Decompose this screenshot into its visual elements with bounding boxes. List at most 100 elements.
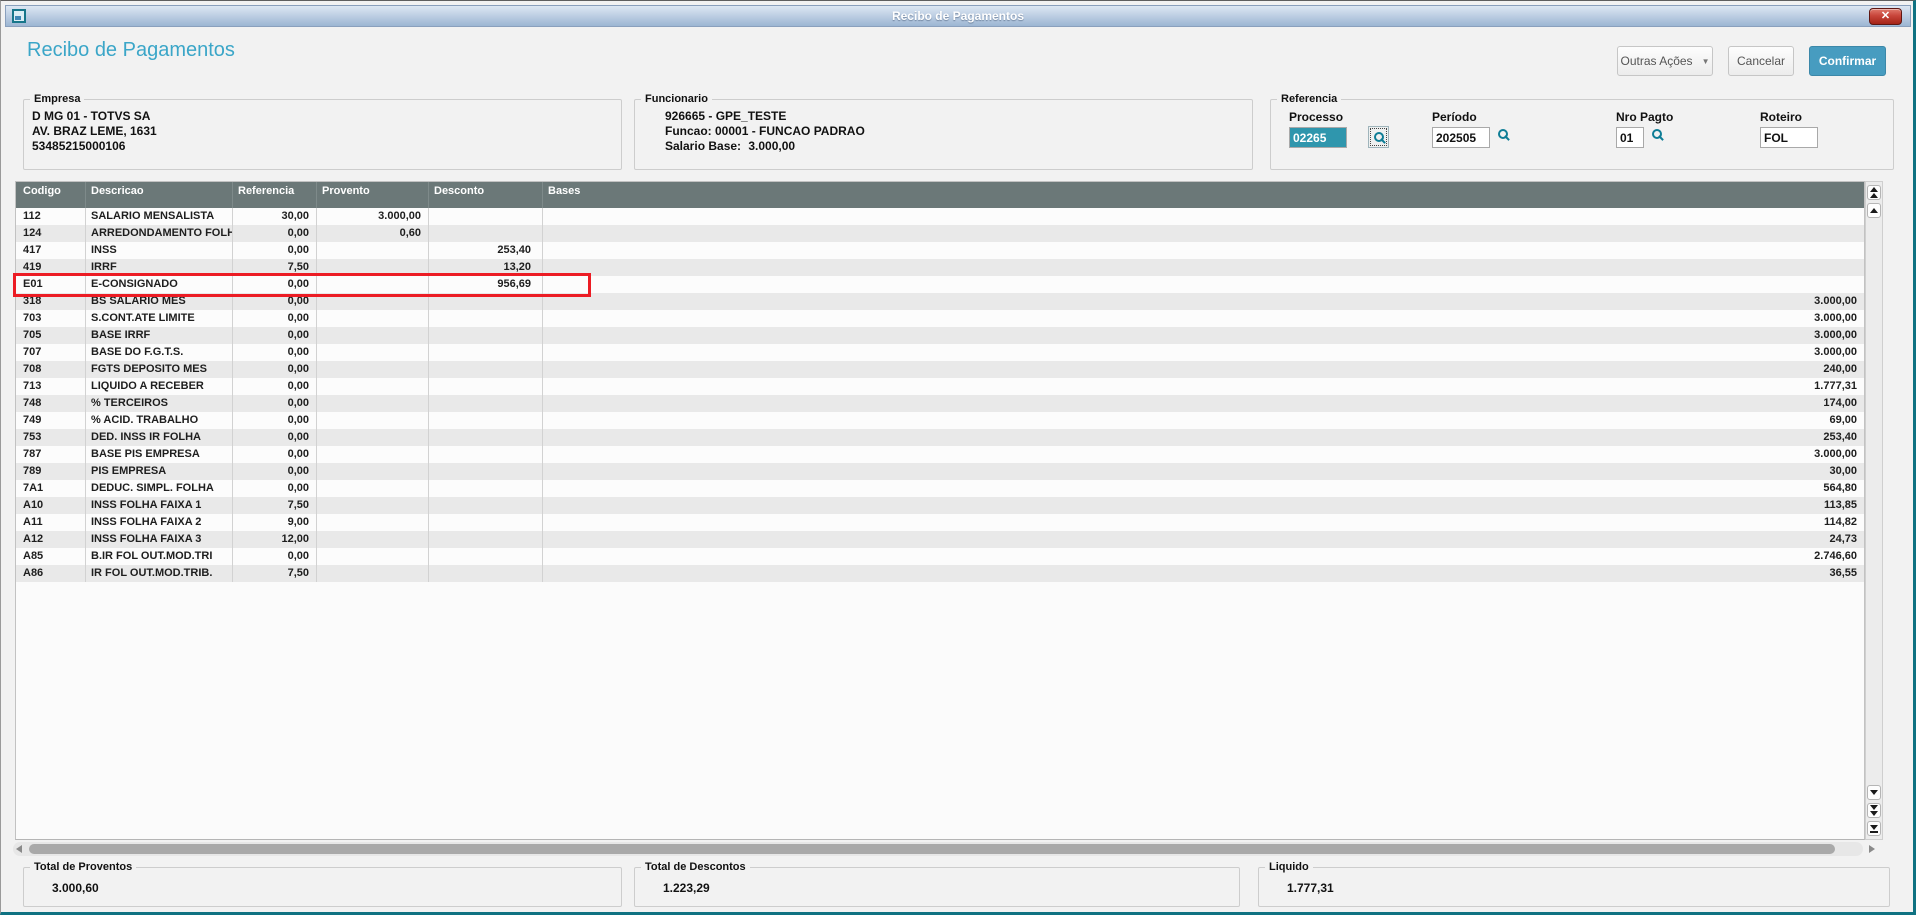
scroll-up-button[interactable]: [1867, 203, 1881, 218]
cell-referencia: 0,00: [233, 310, 317, 327]
cell-bases: 3.000,00: [1814, 346, 1857, 358]
grid-row-748[interactable]: 748% TERCEIROS 0,00 174,00: [16, 395, 1864, 412]
grid-row-417[interactable]: 417 INSS 0,00 253,40: [16, 242, 1864, 259]
cell-codigo: 789: [16, 463, 86, 480]
cell-descricao: B.IR FOL OUT.MOD.TRI: [86, 548, 233, 565]
grid-header: Codigo Descricao Referencia Provento Des…: [16, 182, 1864, 208]
cell-bases: 174,00: [1823, 397, 1857, 409]
grid-row-318[interactable]: 318 BS SALARIO MES 0,00 3.000,00: [16, 293, 1864, 310]
cell-codigo: 124: [16, 225, 86, 242]
cell-desconto: [429, 548, 543, 565]
cell-desconto: [429, 208, 543, 225]
cell-provento: [317, 242, 429, 259]
cell-provento: [317, 446, 429, 463]
vertical-scrollbar[interactable]: [1865, 181, 1883, 840]
scroll-right-arrow[interactable]: [1869, 845, 1875, 853]
outras-acoes-button[interactable]: Outras Ações ▼: [1617, 46, 1713, 76]
scroll-left-arrow[interactable]: [16, 845, 22, 853]
total-proventos-value: 3.000,60: [52, 881, 99, 895]
cell-bases: [543, 225, 1864, 242]
grid-row-124[interactable]: 124 ARREDONDAMENTO FOLH 0,00 0,60: [16, 225, 1864, 242]
grid-row-A85[interactable]: A85 B.IR FOL OUT.MOD.TRI 0,00 2.746,60: [16, 548, 1864, 565]
cell-desconto: 253,40: [429, 242, 543, 259]
grid-row-753[interactable]: 753 DED. INSS IR FOLHA 0,00 253,40: [16, 429, 1864, 446]
cell-codigo: A12: [16, 531, 86, 548]
cell-desconto: [429, 565, 543, 582]
column-header-desconto: Desconto: [429, 182, 543, 208]
roteiro-input[interactable]: [1760, 127, 1818, 148]
cell-descricao: LIQUIDO A RECEBER: [86, 378, 233, 395]
cell-desconto: [429, 497, 543, 514]
cell-bases: 113,85: [1823, 499, 1857, 511]
grid-row-419[interactable]: 419 IRRF 7,50 13,20: [16, 259, 1864, 276]
cell-referencia: 0,00: [233, 548, 317, 565]
cell-codigo: 703: [16, 310, 86, 327]
cell-referencia: 12,00: [233, 531, 317, 548]
nro-pagto-input[interactable]: [1616, 127, 1644, 148]
cell-provento: [317, 344, 429, 361]
grid-row-A10[interactable]: A10 INSS FOLHA FAIXA 1 7,50 113,85: [16, 497, 1864, 514]
nro-pagto-lookup-button[interactable]: [1652, 129, 1662, 139]
cell-descricao: % TERCEIROS: [86, 395, 233, 412]
grid-row-703[interactable]: 703 S.CONT.ATE LIMITE 0,00 3.000,00: [16, 310, 1864, 327]
grid-row-707[interactable]: 707 BASE DO F.G.T.S. 0,00 3.000,00: [16, 344, 1864, 361]
scroll-page-down-button[interactable]: [1867, 803, 1881, 818]
cell-referencia: 0,00: [233, 361, 317, 378]
close-button[interactable]: ✕: [1869, 8, 1902, 25]
column-header-codigo: Codigo: [16, 182, 86, 208]
horizontal-scroll-thumb[interactable]: [29, 844, 1835, 854]
cell-codigo: A10: [16, 497, 86, 514]
cell-descricao: INSS FOLHA FAIXA 1: [86, 497, 233, 514]
grid-row-A11[interactable]: A11 INSS FOLHA FAIXA 2 9,00 114,82: [16, 514, 1864, 531]
grid-row-E01[interactable]: E01 E-CONSIGNADO 0,00 956,69: [16, 276, 1864, 293]
cell-referencia: 0,00: [233, 327, 317, 344]
cell-descricao: IRRF: [86, 259, 233, 276]
scroll-page-up-button[interactable]: [1867, 185, 1881, 200]
grid-row-A12[interactable]: A12 INSS FOLHA FAIXA 3 12,00 24,73: [16, 531, 1864, 548]
total-descontos-legend: Total de Descontos: [641, 860, 750, 874]
page-title: Recibo de Pagamentos: [27, 39, 235, 61]
cancelar-button[interactable]: Cancelar: [1728, 46, 1794, 76]
grid-row-7A1[interactable]: 7A1 DEDUC. SIMPL. FOLHA 0,00 564,80: [16, 480, 1864, 497]
periodo-input[interactable]: [1432, 127, 1490, 148]
outras-acoes-label: Outras Ações: [1620, 54, 1693, 68]
cell-descricao: PIS EMPRESA: [86, 463, 233, 480]
confirmar-button[interactable]: Confirmar: [1809, 46, 1886, 76]
cell-descricao: E-CONSIGNADO: [86, 276, 233, 293]
total-descontos-value: 1.223,29: [663, 881, 710, 895]
cell-referencia: 0,00: [233, 395, 317, 412]
grid-row-708[interactable]: 708 FGTS DEPOSITO MES 0,00 240,00: [16, 361, 1864, 378]
cell-codigo: 753: [16, 429, 86, 446]
cell-descricao: DED. INSS IR FOLHA: [86, 429, 233, 446]
cell-descricao: INSS FOLHA FAIXA 2: [86, 514, 233, 531]
horizontal-scrollbar[interactable]: [13, 842, 1863, 856]
cell-codigo: 705: [16, 327, 86, 344]
search-icon: [1498, 129, 1508, 139]
grid-row-705[interactable]: 705 BASE IRRF 0,00 3.000,00: [16, 327, 1864, 344]
cell-bases: [543, 259, 1864, 276]
grid-row-A86[interactable]: A86 IR FOL OUT.MOD.TRIB. 7,50 36,55: [16, 565, 1864, 582]
grid-row-787[interactable]: 787 BASE PIS EMPRESA 0,00 3.000,00: [16, 446, 1864, 463]
grid-row-112[interactable]: 112 SALARIO MENSALISTA 30,00 3.000,00: [16, 208, 1864, 225]
scroll-down-button[interactable]: [1867, 785, 1881, 800]
titlebar[interactable]: Recibo de Pagamentos ✕: [5, 5, 1911, 27]
cell-desconto: [429, 395, 543, 412]
cell-descricao: FGTS DEPOSITO MES: [86, 361, 233, 378]
cell-bases: 24,73: [1829, 533, 1857, 545]
periodo-lookup-button[interactable]: [1498, 129, 1508, 139]
grid-row-713[interactable]: 713 LIQUIDO A RECEBER 0,00 1.777,31: [16, 378, 1864, 395]
scroll-to-end-button[interactable]: [1867, 821, 1881, 836]
chevron-down-icon: ▼: [1701, 56, 1710, 66]
grid-row-789[interactable]: 789 PIS EMPRESA 0,00 30,00: [16, 463, 1864, 480]
funcionario-line-2: Funcao: 00001 - FUNCAO PADRAO: [665, 124, 865, 138]
grid-row-749[interactable]: 749% ACID. TRABALHO 0,00 69,00: [16, 412, 1864, 429]
cell-provento: [317, 293, 429, 310]
empresa-line-3: 53485215000106: [32, 139, 126, 153]
processo-input[interactable]: [1289, 127, 1347, 148]
cell-desconto: [429, 531, 543, 548]
periodo-label: Período: [1432, 110, 1477, 124]
processo-lookup-button[interactable]: [1368, 126, 1389, 148]
cell-referencia: 0,00: [233, 276, 317, 293]
cell-bases: 3.000,00: [1814, 312, 1857, 324]
cell-provento: [317, 531, 429, 548]
